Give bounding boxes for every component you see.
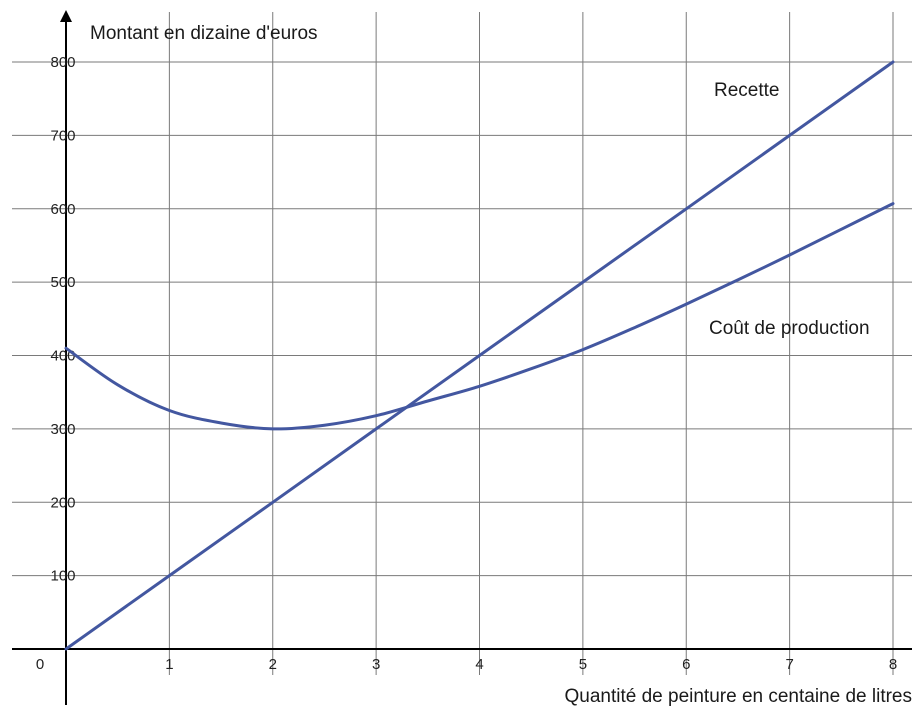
y-tick-label-100: 100 <box>50 568 75 585</box>
y-tick-label-300: 300 <box>50 421 75 438</box>
y-tick-labels: 100 200 300 400 500 600 700 800 <box>50 54 75 585</box>
series-lines <box>64 60 895 651</box>
x-tick-label-7: 7 <box>785 656 793 673</box>
y-tick-label-600: 600 <box>50 201 75 218</box>
y-tick-label-400: 400 <box>50 348 75 365</box>
x-tick-labels: 1 2 3 4 5 6 7 8 <box>165 656 897 673</box>
horizontal-gridlines <box>12 61 912 577</box>
x-axis-title: Quantité de peinture en centaine de litr… <box>564 686 912 707</box>
series-label-cout-de-production: Coût de production <box>709 318 870 339</box>
x-tick-label-8: 8 <box>889 656 897 673</box>
origin-label: 0 <box>36 656 44 673</box>
series-line-cout-de-production <box>64 202 895 431</box>
x-tick-label-3: 3 <box>372 656 380 673</box>
y-axis-arrow-icon <box>60 10 72 22</box>
x-tick-label-6: 6 <box>682 656 690 673</box>
y-tick-label-500: 500 <box>50 274 75 291</box>
y-tick-label-200: 200 <box>50 494 75 511</box>
x-tick-label-4: 4 <box>475 656 483 673</box>
x-tick-label-5: 5 <box>579 656 587 673</box>
series-line-recette <box>64 60 895 651</box>
y-tick-label-700: 700 <box>50 127 75 144</box>
series-label-recette: Recette <box>714 80 779 101</box>
x-tick-label-1: 1 <box>165 656 173 673</box>
vertical-gridlines <box>168 12 894 675</box>
y-tick-label-800: 800 <box>50 54 75 71</box>
y-axis-title: Montant en dizaine d'euros <box>90 23 318 44</box>
x-tick-label-2: 2 <box>269 656 277 673</box>
